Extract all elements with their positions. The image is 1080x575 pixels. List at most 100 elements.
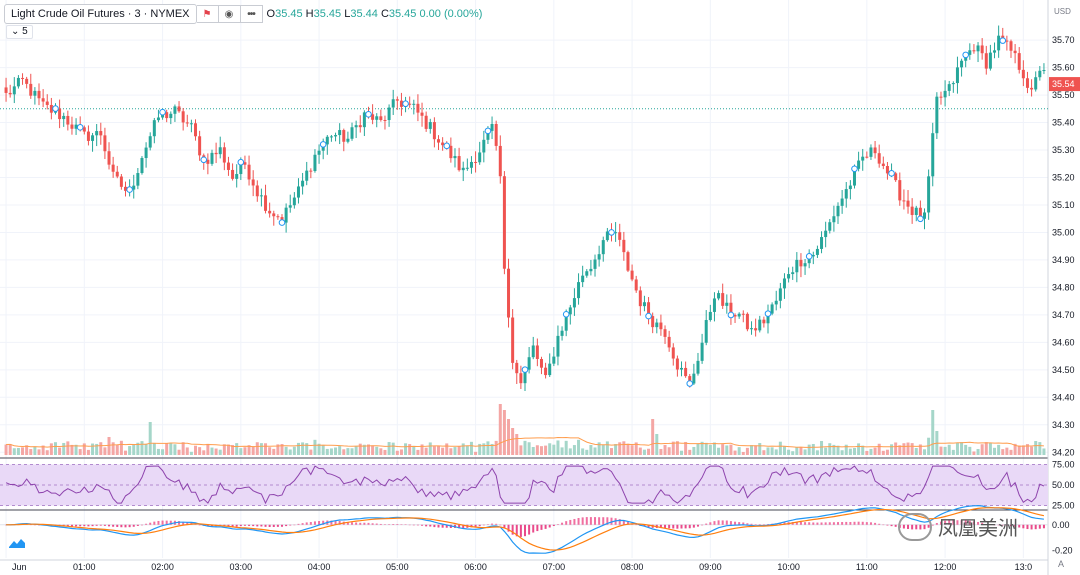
macd-histogram-bar	[198, 524, 201, 526]
volume-bar	[132, 444, 136, 455]
candle-body	[688, 376, 692, 384]
rsi-axis-tick: 25.00	[1052, 501, 1075, 511]
macd-histogram-bar	[882, 524, 885, 526]
candle-body	[754, 328, 758, 331]
eye-icon[interactable]: ◉	[218, 5, 241, 23]
event-marker	[200, 156, 208, 164]
event-marker	[319, 141, 327, 148]
volume-bar	[391, 442, 395, 455]
volume-bar	[589, 445, 593, 455]
interval-chip[interactable]: ⌄ 5	[6, 25, 33, 39]
candle-body	[152, 120, 156, 137]
candle-body	[955, 67, 959, 84]
macd-histogram-bar	[672, 524, 675, 529]
volume-bar	[601, 444, 605, 455]
candle-body	[980, 45, 984, 54]
volume-bar	[667, 447, 671, 455]
candle-body	[247, 164, 251, 180]
candle-body	[432, 122, 436, 140]
volume-bar	[465, 445, 469, 455]
macd-histogram-bar	[742, 522, 745, 525]
tradingview-logo-icon[interactable]	[8, 536, 26, 550]
candle-body	[474, 161, 478, 163]
macd-histogram-bar	[853, 521, 856, 525]
candle-body	[935, 96, 939, 134]
candle-body	[342, 130, 346, 142]
macd-histogram-bar	[729, 521, 732, 525]
macd-histogram-bar	[989, 524, 992, 526]
macd-histogram-bar	[503, 524, 506, 529]
candle-body	[873, 147, 877, 154]
candle-body	[622, 239, 626, 253]
candle-body	[564, 314, 568, 331]
macd-histogram-bar	[808, 522, 811, 525]
macd-histogram-bar	[688, 524, 691, 529]
volume-bar	[408, 444, 412, 455]
candle-body	[585, 271, 589, 276]
more-icon[interactable]: •••	[240, 5, 263, 23]
macd-histogram-bar	[186, 522, 189, 525]
macd-histogram-bar	[351, 522, 354, 525]
candle-body	[717, 293, 721, 299]
macd-histogram-bar	[404, 524, 407, 526]
macd-histogram-bar	[935, 522, 938, 525]
candle-body	[74, 124, 78, 129]
symbol-title-box[interactable]: Light Crude Oil Futures · 3 · NYMEX	[4, 4, 197, 24]
macd-histogram-bar	[318, 521, 321, 525]
volume-bar	[725, 445, 729, 455]
macd-histogram-bar	[178, 521, 181, 525]
candle-body	[675, 358, 679, 370]
volume-bar	[910, 443, 914, 455]
price-axis-tick: 35.50	[1052, 90, 1075, 100]
candle-body	[408, 103, 412, 105]
macd-histogram-bar	[437, 524, 440, 528]
candle-body	[416, 103, 420, 113]
volume-bar	[564, 440, 568, 455]
macd-histogram-bar	[491, 523, 494, 525]
macd-histogram-bar	[952, 520, 955, 525]
candle-body	[993, 50, 997, 53]
volume-bar	[729, 444, 733, 455]
volume-bar	[943, 446, 947, 455]
candlestick-series	[4, 25, 1046, 392]
volume-bar	[811, 443, 815, 455]
candle-body	[86, 131, 90, 141]
volume-bar	[305, 443, 309, 455]
candle-body	[539, 358, 543, 368]
candle-body	[399, 100, 403, 107]
volume-bar	[820, 440, 824, 455]
macd-histogram-bar	[766, 524, 769, 525]
volume-bar	[329, 448, 333, 455]
macd-histogram-bar	[911, 524, 914, 530]
high-value: 35.45	[313, 8, 342, 20]
volume-bar	[708, 444, 712, 455]
macd-histogram-bar	[618, 519, 621, 525]
volume-bar	[688, 449, 692, 455]
macd-histogram-bar	[569, 519, 572, 525]
candle-body	[82, 127, 86, 132]
volume-bar	[123, 450, 127, 455]
volume-bar	[519, 445, 523, 455]
auto-scale-button[interactable]: A	[1058, 559, 1064, 569]
volume-bar	[807, 444, 811, 455]
close-label: C	[380, 8, 389, 20]
candle-body	[605, 231, 609, 241]
volume-bar	[655, 434, 659, 455]
macd-histogram-bar	[750, 523, 753, 525]
volume-bar	[25, 445, 29, 455]
candle-body	[70, 124, 74, 129]
current-price-label: 35.54	[1052, 79, 1075, 89]
candle-body	[684, 367, 688, 377]
volume-bar	[49, 443, 53, 455]
candle-body	[259, 195, 263, 197]
macd-histogram-bar	[981, 522, 984, 525]
macd-histogram-bar	[421, 524, 424, 526]
volume-bar	[111, 442, 115, 455]
volume-bar	[1021, 445, 1025, 455]
candle-body	[1025, 78, 1029, 88]
macd-histogram-bar	[91, 524, 94, 527]
time-axis-label: 03:00	[230, 562, 253, 572]
flag-icon[interactable]: ⚑	[196, 5, 219, 23]
candle-body	[428, 122, 432, 129]
